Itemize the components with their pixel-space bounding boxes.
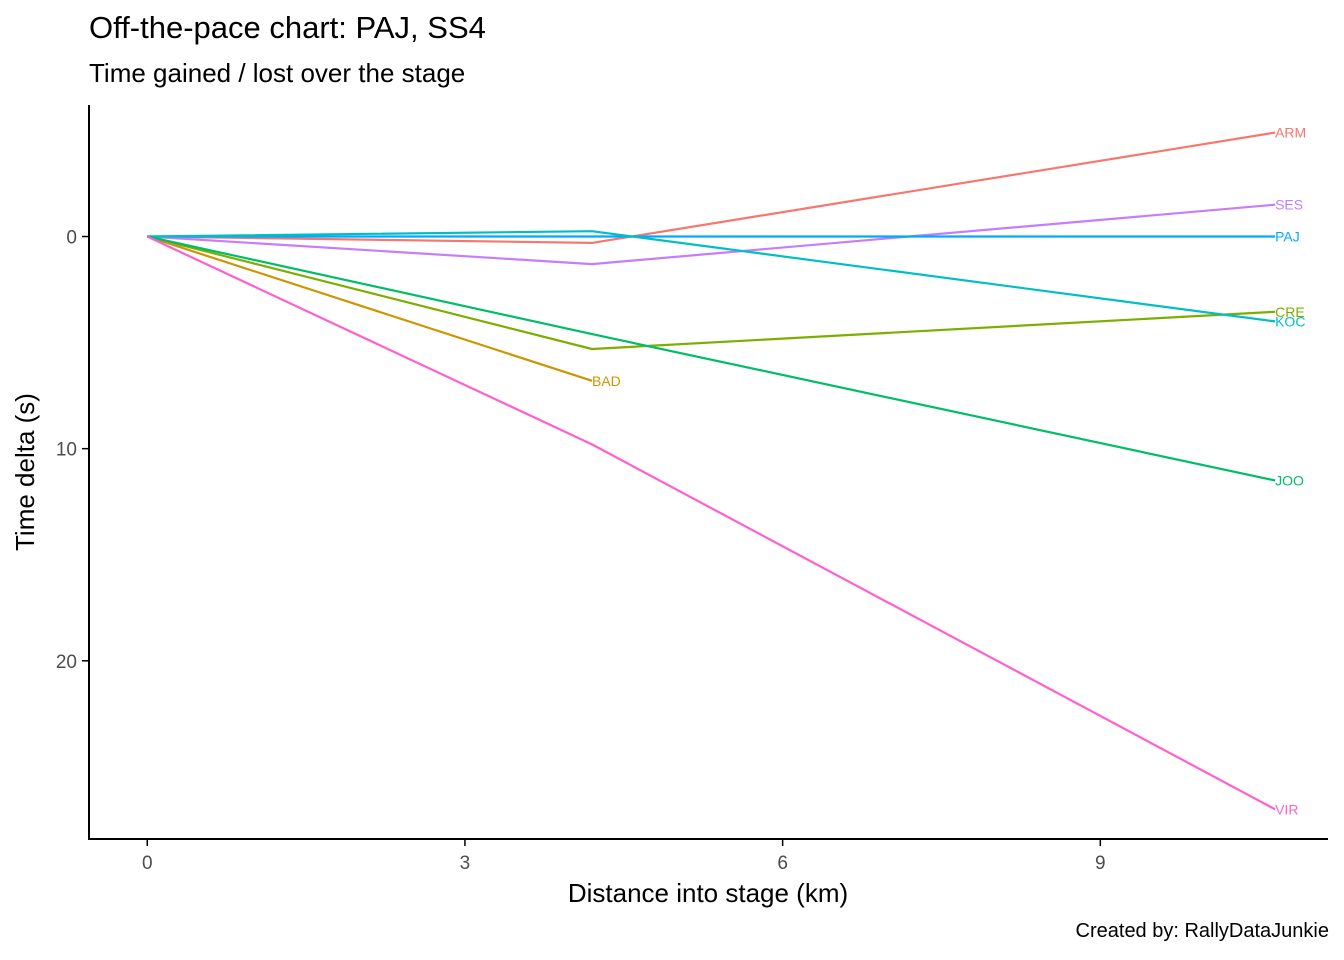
series-line-arm xyxy=(147,131,1276,244)
series-line-bad xyxy=(146,235,593,382)
series-end-label-bad: BAD xyxy=(592,373,621,389)
y-ticks-group: 0 10 20 xyxy=(56,228,89,673)
series-end-label-joo: JOO xyxy=(1275,473,1304,489)
series-line-cre xyxy=(146,235,1276,351)
series-lines-group xyxy=(146,131,1276,811)
y-tick-label: 20 xyxy=(56,652,77,673)
series-end-label-cre: CRE xyxy=(1275,304,1305,320)
x-tick-label: 9 xyxy=(1095,853,1106,874)
series-line-ses xyxy=(147,203,1276,266)
x-tick-label: 3 xyxy=(460,853,471,874)
x-tick-label: 0 xyxy=(142,853,153,874)
series-end-label-koc: KOC xyxy=(1275,313,1305,329)
series-end-label-ses: SES xyxy=(1275,197,1303,213)
series-end-label-vir: VIR xyxy=(1275,801,1298,817)
y-axis-title: Time delta (s) xyxy=(10,393,40,551)
chart-title: Off-the-pace chart: PAJ, SS4 xyxy=(89,10,486,45)
series-end-label-paj: PAJ xyxy=(1275,229,1300,245)
chart-caption: Created by: RallyDataJunkie xyxy=(1075,920,1329,942)
series-end-label-arm: ARM xyxy=(1275,125,1306,141)
series-line-koc xyxy=(147,230,1276,323)
series-line-vir xyxy=(146,235,1276,811)
y-tick-label: 10 xyxy=(56,440,77,461)
chart-subtitle: Time gained / lost over the stage xyxy=(89,58,466,88)
y-tick-label: 0 xyxy=(66,228,77,249)
x-tick-label: 6 xyxy=(777,853,788,874)
x-ticks-group: 0 3 6 9 xyxy=(142,839,1106,874)
x-axis-title: Distance into stage (km) xyxy=(568,878,848,908)
series-line-joo xyxy=(146,235,1276,482)
